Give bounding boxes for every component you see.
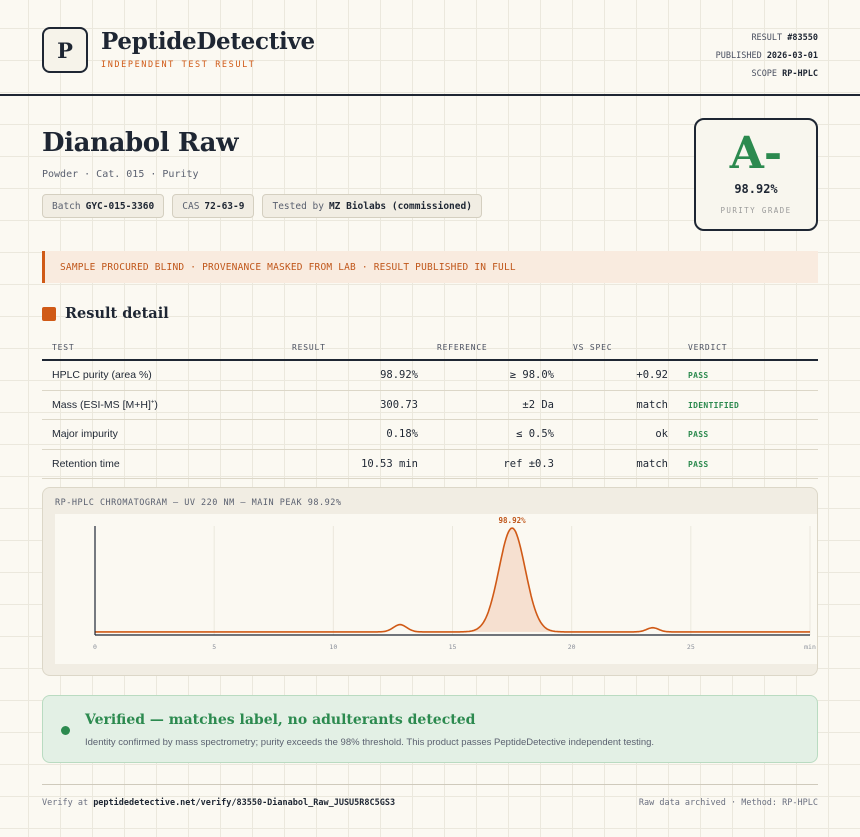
header-result: RESULT bbox=[292, 343, 326, 352]
cas-chip: CAS 72-63-9 bbox=[172, 194, 255, 218]
report-header: P PeptideDetective INDEPENDENT TEST RESU… bbox=[0, 0, 860, 96]
cell-test: Retention time bbox=[52, 457, 120, 470]
cell-test-suffix: ) bbox=[154, 398, 158, 411]
cell-test: Major impurity bbox=[52, 428, 118, 440]
grade-value: 98.92% bbox=[734, 182, 778, 196]
meta-published-label: PUBLISHED bbox=[715, 51, 762, 61]
table-row: HPLC purity (area %) 98.92% ≥ 98.0% +0.9… bbox=[42, 361, 818, 391]
verify-link[interactable]: peptidedetective.net/verify/83550-Dianab… bbox=[93, 798, 396, 808]
cell-verdict: PASS bbox=[688, 459, 709, 469]
x-tick-label: 5 bbox=[212, 643, 216, 651]
table-row: Major impurity 0.18% ≤ 0.5% ok PASS bbox=[42, 420, 818, 450]
cell-verdict: PASS bbox=[688, 430, 709, 439]
grade-label: PURITY GRADE bbox=[720, 206, 792, 215]
cell-test: HPLC purity (area %) bbox=[52, 369, 152, 381]
grade-letter: A- bbox=[729, 128, 783, 179]
chromatogram-chart: 0 5 10 15 20 25 min 98.92% bbox=[93, 516, 816, 651]
cell-result: 300.73 bbox=[380, 398, 418, 411]
cell-result: 0.18% bbox=[386, 428, 418, 440]
cas-value: 72-63-9 bbox=[204, 200, 245, 212]
purity-grade-card: A- 98.92% PURITY GRADE bbox=[694, 118, 818, 231]
cell-result: 98.92% bbox=[380, 369, 418, 381]
report-meta: RESULT #83550 PUBLISHED 2026-03-01 SCOPE… bbox=[716, 29, 818, 83]
chromatogram-plot-area: 0 5 10 15 20 25 min 98.92% bbox=[55, 514, 817, 664]
cell-verdict: PASS bbox=[688, 371, 709, 380]
results-table: TEST RESULT REFERENCE VS SPEC VERDICT HP… bbox=[42, 340, 818, 479]
section-marker-icon bbox=[42, 306, 56, 321]
meta-published-value: 2026-03-01 bbox=[766, 51, 818, 61]
verified-text: Identity confirmed by mass spectrometry;… bbox=[85, 737, 655, 748]
brand-name[interactable]: PeptideDetective bbox=[101, 28, 315, 55]
header-verdict: VERDICT bbox=[688, 343, 728, 352]
meta-result: RESULT #83550 bbox=[716, 29, 818, 47]
meta-scope-label: SCOPE bbox=[751, 69, 778, 79]
header-test: TEST bbox=[52, 343, 75, 352]
brand-logo[interactable]: P bbox=[42, 27, 88, 73]
meta-result-value: #83550 bbox=[787, 33, 818, 43]
brand-tagline: INDEPENDENT TEST RESULT bbox=[101, 60, 256, 70]
cell-verdict: IDENTIFIED bbox=[688, 400, 740, 410]
cell-spec: ok bbox=[655, 428, 668, 440]
chromatogram-signal-line bbox=[95, 527, 810, 633]
footer-method: Raw data archived · Method: RP-HPLC bbox=[638, 798, 818, 808]
cell-test: Mass (ESI-MS [M+H]+) bbox=[52, 391, 158, 420]
meta-scope-value: RP-HPLC bbox=[782, 69, 818, 79]
cell-test-text: Mass (ESI-MS [M+H] bbox=[52, 398, 151, 411]
cell-spec: match bbox=[636, 398, 668, 411]
result-detail-heading: Result detail bbox=[42, 305, 169, 322]
batch-label: Batch bbox=[52, 200, 81, 212]
verify-label: Verify at bbox=[42, 798, 89, 808]
x-tick-label: 20 bbox=[568, 643, 576, 651]
cell-reference: ref ±0.3 bbox=[503, 457, 554, 470]
blind-sample-notice: SAMPLE PROCURED BLIND · PROVENANCE MASKE… bbox=[42, 251, 818, 283]
table-header: TEST RESULT REFERENCE VS SPEC VERDICT bbox=[42, 340, 818, 361]
meta-result-label: RESULT bbox=[751, 33, 783, 43]
table-row: Retention time 10.53 min ref ±0.3 match … bbox=[42, 450, 818, 479]
x-axis-unit-label: min bbox=[804, 643, 816, 651]
verified-status-icon bbox=[61, 726, 70, 735]
batch-chip: Batch GYC-015-3360 bbox=[42, 194, 165, 218]
footer-divider bbox=[42, 784, 818, 785]
cas-label: CAS bbox=[182, 200, 200, 212]
meta-scope: SCOPE RP-HPLC bbox=[716, 65, 818, 83]
x-tick-label: 0 bbox=[93, 643, 97, 651]
cell-spec: +0.92 bbox=[636, 369, 668, 381]
chromatogram-panel: RP-HPLC CHROMATOGRAM — UV 220 NM — MAIN … bbox=[42, 487, 818, 676]
table-row: Mass (ESI-MS [M+H]+) 300.73 ±2 Da match … bbox=[42, 391, 818, 420]
cell-reference: ≤ 0.5% bbox=[516, 428, 554, 440]
product-title: Dianabol Raw bbox=[42, 128, 239, 158]
tested-by-chip: Tested by MZ Biolabs (commissioned) bbox=[262, 194, 482, 218]
x-tick-label: 15 bbox=[449, 643, 457, 651]
meta-published: PUBLISHED 2026-03-01 bbox=[716, 47, 818, 65]
cell-result: 10.53 min bbox=[361, 457, 418, 470]
main-peak-fill bbox=[470, 528, 554, 632]
cell-reference: ±2 Da bbox=[522, 398, 554, 411]
main-peak-label: 98.92% bbox=[499, 516, 527, 525]
footer-verify: Verify at peptidedetective.net/verify/83… bbox=[42, 798, 395, 808]
product-chips: Batch GYC-015-3360 CAS 72-63-9 Tested by… bbox=[42, 194, 482, 218]
cell-spec: match bbox=[636, 457, 668, 470]
header-spec: VS SPEC bbox=[573, 343, 613, 352]
product-subtitle: Powder · Cat. 015 · Purity bbox=[42, 169, 199, 180]
x-tick-label: 25 bbox=[687, 643, 695, 651]
batch-value: GYC-015-3360 bbox=[85, 200, 155, 212]
section-title: Result detail bbox=[65, 305, 169, 322]
chromatogram-title: RP-HPLC CHROMATOGRAM — UV 220 NM — MAIN … bbox=[55, 498, 342, 508]
cell-test-sup: + bbox=[150, 399, 155, 405]
verified-banner: Verified — matches label, no adulterants… bbox=[42, 695, 818, 763]
tested-by-value: MZ Biolabs (commissioned) bbox=[328, 200, 472, 212]
x-tick-label: 10 bbox=[329, 643, 337, 651]
verified-title: Verified — matches label, no adulterants… bbox=[85, 712, 476, 728]
tested-by-label: Tested by bbox=[272, 200, 324, 212]
header-reference: REFERENCE bbox=[437, 343, 488, 352]
cell-reference: ≥ 98.0% bbox=[509, 369, 554, 381]
